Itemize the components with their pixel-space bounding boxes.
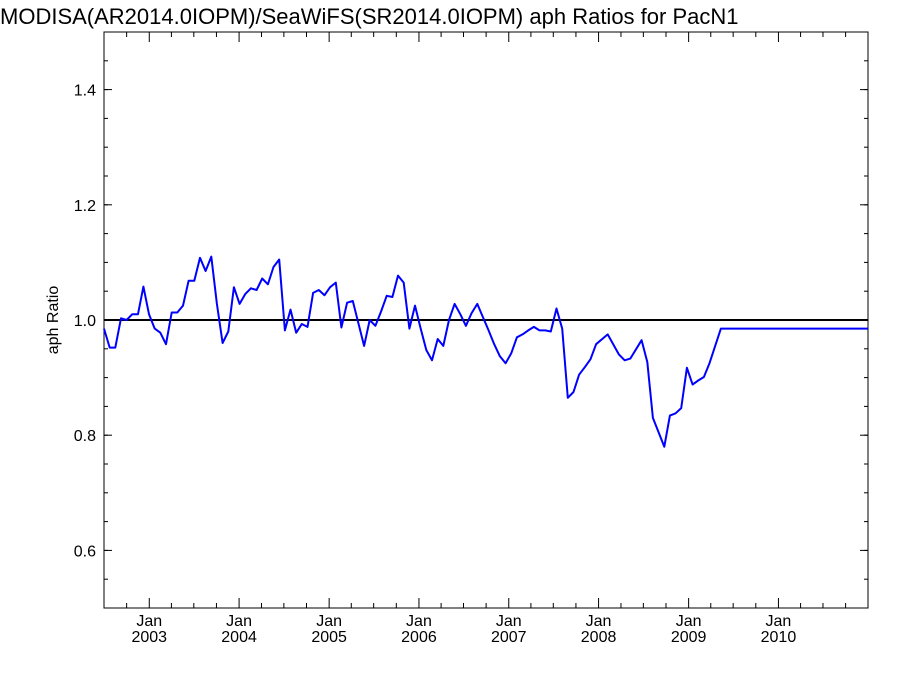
y-axis-ticks: 0.6 0.8 1.0 1.2 1.4: [74, 31, 868, 609]
y-tick-label: 1.2: [74, 198, 96, 215]
x-tick-month-label: Jan: [586, 613, 612, 630]
x-tick-year-label: 2004: [221, 629, 257, 646]
x-tick-month-label: Jan: [226, 613, 252, 630]
x-tick-year-label: 2007: [491, 629, 527, 646]
y-tick-label: 0.6: [74, 543, 96, 560]
series-line: [103, 255, 868, 448]
x-tick-month-label: Jan: [676, 613, 702, 630]
x-tick-month-label: Jan: [766, 613, 792, 630]
plot-area: 0.60.81.01.21.4 Jan2003Jan2004Jan2005Jan…: [74, 31, 869, 646]
x-tick-month-label: Jan: [496, 613, 522, 630]
x-tick-year-label: 2006: [401, 629, 437, 646]
x-tick-month-label: Jan: [316, 613, 342, 630]
x-axis-ticks: Jan2003Jan2004Jan2005Jan2006Jan2007Jan20…: [103, 32, 847, 646]
series-group: [103, 255, 868, 448]
y-tick-label: 0.8: [74, 428, 96, 445]
y-tick-label: 1.0: [74, 313, 96, 330]
y-tick-label: 1.4: [74, 83, 96, 100]
x-tick-year-label: 2008: [581, 629, 617, 646]
y-axis-label: aph Ratio: [45, 286, 62, 355]
x-tick-year-label: 2009: [671, 629, 707, 646]
x-tick-year-label: 2003: [131, 629, 167, 646]
x-tick-year-label: 2005: [311, 629, 347, 646]
chart-title: MODISA(AR2014.0IOPM)/SeaWiFS(SR2014.0IOP…: [0, 4, 738, 29]
x-tick-year-label: 2010: [761, 629, 797, 646]
x-tick-month-label: Jan: [406, 613, 432, 630]
x-tick-month-label: Jan: [136, 613, 162, 630]
